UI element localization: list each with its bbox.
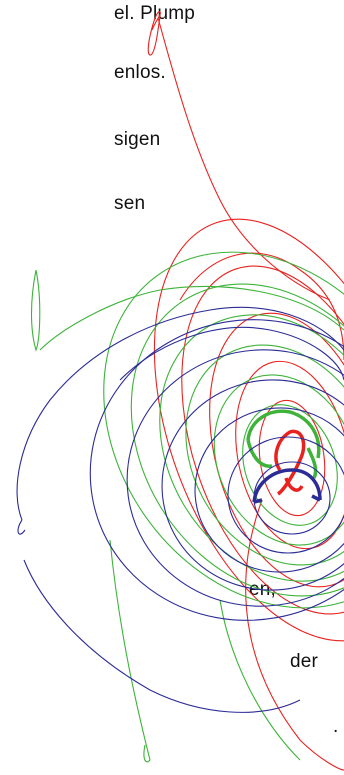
text-fragment-2: enlos. <box>114 62 166 83</box>
text-fragment-3: sigen <box>114 129 161 150</box>
green-orbit <box>30 251 344 763</box>
blue-core <box>252 468 322 504</box>
text-fragment-6: der <box>290 651 319 672</box>
blue-orbit <box>16 306 344 713</box>
text-fragment-1: el. Plump <box>114 3 196 24</box>
text-fragment-4: sen <box>114 193 146 214</box>
text-fragment-7: . <box>333 716 339 737</box>
green-core <box>246 409 321 479</box>
